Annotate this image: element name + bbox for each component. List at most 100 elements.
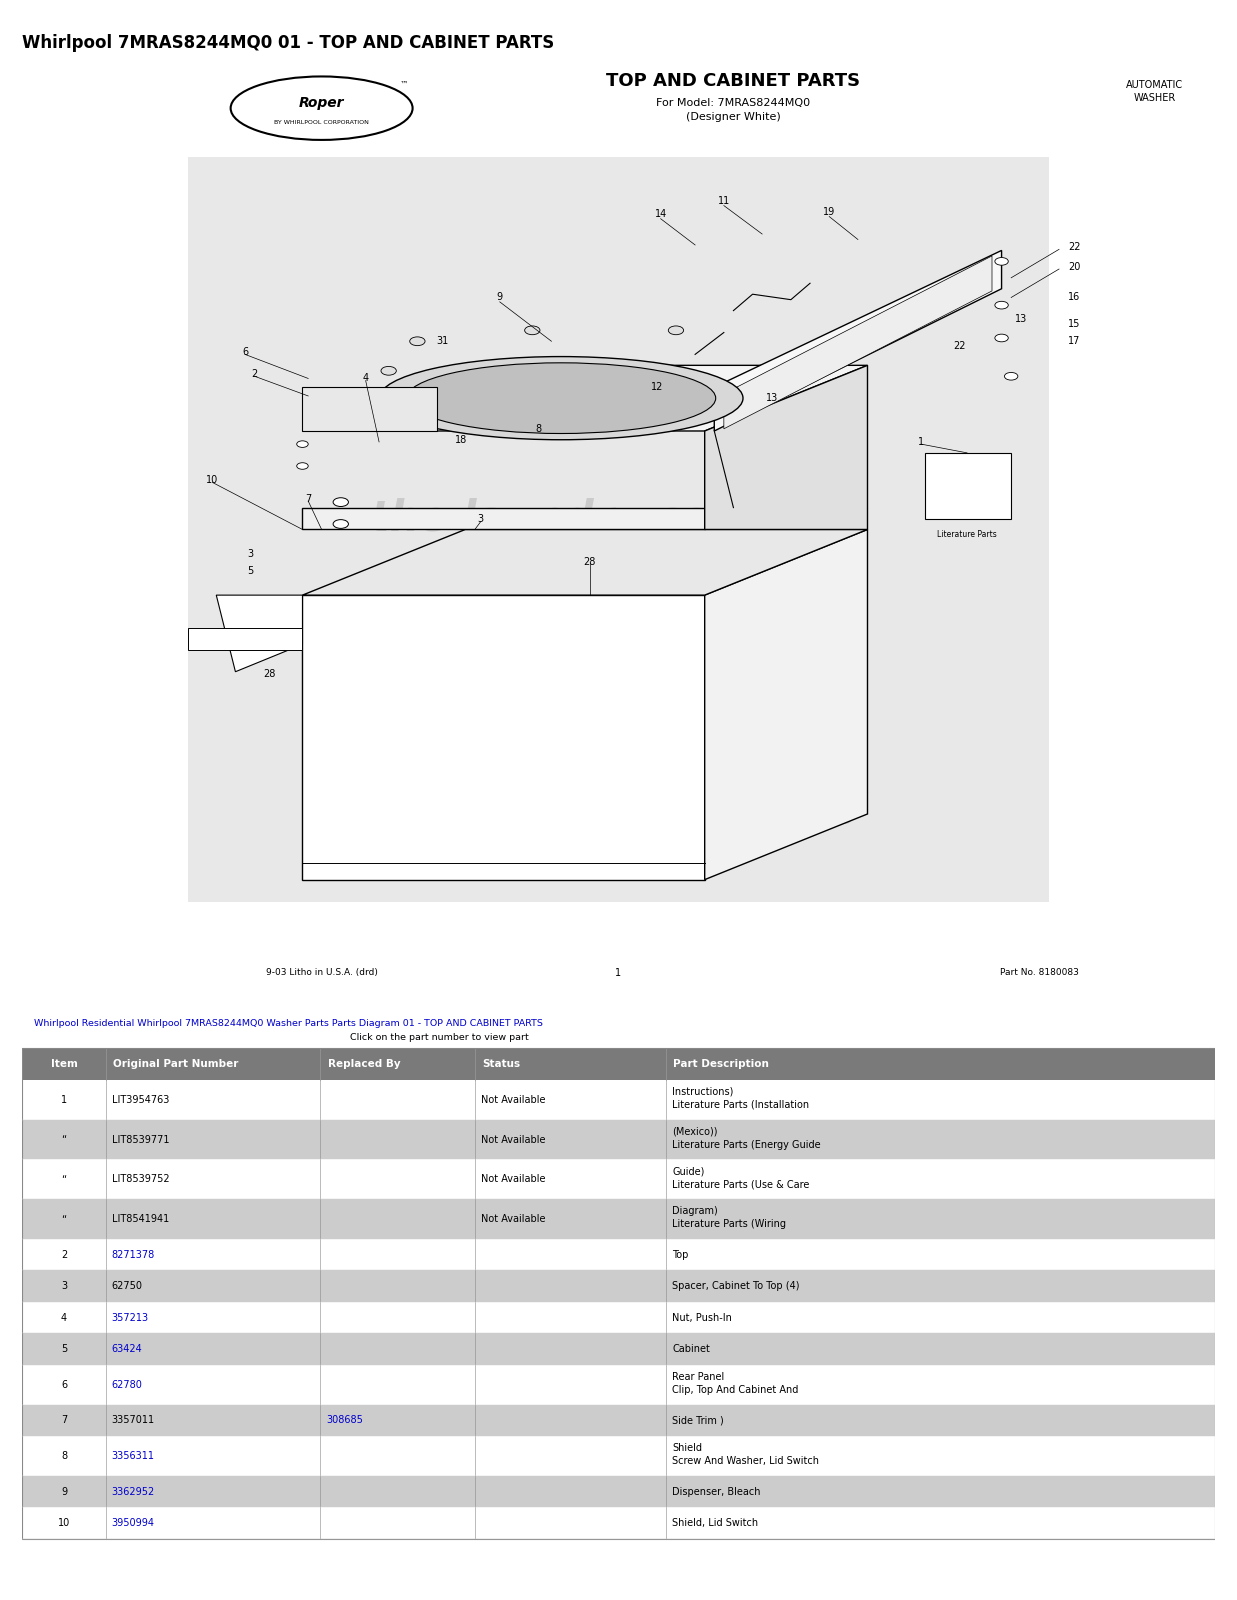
Text: Literature Parts (Use & Care: Literature Parts (Use & Care [672,1179,809,1189]
Polygon shape [705,530,867,880]
Text: 7: 7 [306,494,312,504]
Text: 63424: 63424 [111,1344,142,1354]
Circle shape [524,326,541,334]
Bar [22,1198,1215,1238]
Text: 22: 22 [954,341,966,350]
Text: Literature Parts (Energy Guide: Literature Parts (Energy Guide [672,1139,821,1150]
Polygon shape [303,365,867,430]
Text: Status: Status [482,1059,521,1069]
Text: 28: 28 [584,557,596,568]
Circle shape [995,258,1008,266]
Text: Not Available: Not Available [481,1094,546,1106]
Text: 16: 16 [1069,293,1080,302]
Text: Item: Item [51,1059,78,1069]
Text: Whirlpool 7MRAS8244MQ0 01 - TOP AND CABINET PARTS: Whirlpool 7MRAS8244MQ0 01 - TOP AND CABI… [22,34,554,51]
Text: (Designer White): (Designer White) [687,112,781,122]
Text: 19: 19 [823,206,835,218]
Text: 62780: 62780 [111,1379,142,1390]
Bar [22,1405,1215,1437]
Text: Diagram): Diagram) [672,1206,717,1216]
Polygon shape [303,387,437,430]
Polygon shape [714,251,1002,430]
Text: Click on the part number to view part: Click on the part number to view part [350,1032,529,1042]
Polygon shape [303,530,867,595]
Polygon shape [705,365,867,530]
Bar [188,157,1049,901]
Polygon shape [303,507,705,530]
Bar [22,1120,1215,1160]
Text: Rear Panel: Rear Panel [672,1371,725,1382]
Text: “: “ [62,1174,67,1184]
Text: Part Description: Part Description [673,1059,769,1069]
Text: Literature Parts (Installation: Literature Parts (Installation [672,1099,809,1110]
Text: 4: 4 [61,1312,67,1323]
Bar [22,1238,1215,1270]
Text: 10: 10 [207,475,219,485]
Text: the laundry company: the laundry company [370,782,867,824]
Text: TOP AND CABINET PARTS: TOP AND CABINET PARTS [606,72,861,90]
Bar [22,1302,1215,1333]
Text: ™: ™ [400,80,408,88]
Text: 62750: 62750 [111,1282,142,1291]
Text: Instructions): Instructions) [672,1086,734,1098]
Text: Top: Top [672,1250,689,1259]
Circle shape [995,334,1008,342]
Text: Screw And Washer, Lid Switch: Screw And Washer, Lid Switch [672,1456,819,1466]
Text: LIT8539752: LIT8539752 [111,1174,169,1184]
Bar [22,1048,1215,1539]
Text: Original Part Number: Original Part Number [113,1059,239,1069]
Circle shape [333,520,349,528]
Text: 9: 9 [497,293,502,302]
Polygon shape [188,627,303,650]
Text: 3: 3 [477,514,484,523]
Text: 2: 2 [251,370,257,379]
Text: 8: 8 [61,1451,67,1461]
Text: LIT3954763: LIT3954763 [111,1094,169,1106]
Bar [22,1437,1215,1475]
Text: 9: 9 [61,1486,67,1496]
Text: 13: 13 [1014,314,1027,325]
Ellipse shape [379,357,743,440]
Text: 11: 11 [717,197,730,206]
Text: 15: 15 [1069,318,1081,328]
Bar [22,1160,1215,1198]
Text: 8: 8 [534,424,541,434]
Text: Shield: Shield [672,1443,703,1453]
Text: Dispenser, Bleach: Dispenser, Bleach [672,1486,761,1496]
Circle shape [995,301,1008,309]
Text: 3356311: 3356311 [111,1451,155,1461]
Text: BY WHIRLPOOL CORPORATION: BY WHIRLPOOL CORPORATION [275,120,369,125]
Text: Literature Parts (Wiring: Literature Parts (Wiring [672,1219,787,1229]
Text: 13: 13 [766,394,778,403]
Circle shape [297,442,308,448]
Polygon shape [303,595,705,880]
Bar [22,1270,1215,1302]
Text: Literature Parts: Literature Parts [938,531,997,539]
Text: Roper: Roper [299,96,344,110]
Ellipse shape [407,363,716,434]
Polygon shape [724,256,992,429]
Text: Clip, Top And Cabinet And: Clip, Top And Cabinet And [672,1386,799,1395]
Text: the laundry company: the laundry company [370,498,867,539]
Circle shape [333,498,349,507]
Text: 3: 3 [61,1282,67,1291]
Text: (Mexico)): (Mexico)) [672,1126,717,1136]
Text: “: “ [62,1134,67,1144]
Text: Spacer, Cabinet To Top (4): Spacer, Cabinet To Top (4) [672,1282,799,1291]
Text: For Model: 7MRAS8244MQ0: For Model: 7MRAS8244MQ0 [657,98,810,107]
Circle shape [381,366,396,374]
Text: Nut, Push-In: Nut, Push-In [672,1312,732,1323]
Text: 12: 12 [651,382,663,392]
Text: Not Available: Not Available [481,1134,546,1144]
Text: Replaced By: Replaced By [328,1059,400,1069]
Text: LIT8539771: LIT8539771 [111,1134,169,1144]
Text: 22: 22 [1068,242,1081,253]
Bar [22,1080,1215,1120]
Text: Not Available: Not Available [481,1214,546,1224]
Text: “: “ [62,1214,67,1224]
Circle shape [1004,373,1018,381]
Text: 18: 18 [455,435,468,445]
Bar [22,1475,1215,1507]
Text: 3357011: 3357011 [111,1416,155,1426]
Text: 1: 1 [616,968,621,978]
